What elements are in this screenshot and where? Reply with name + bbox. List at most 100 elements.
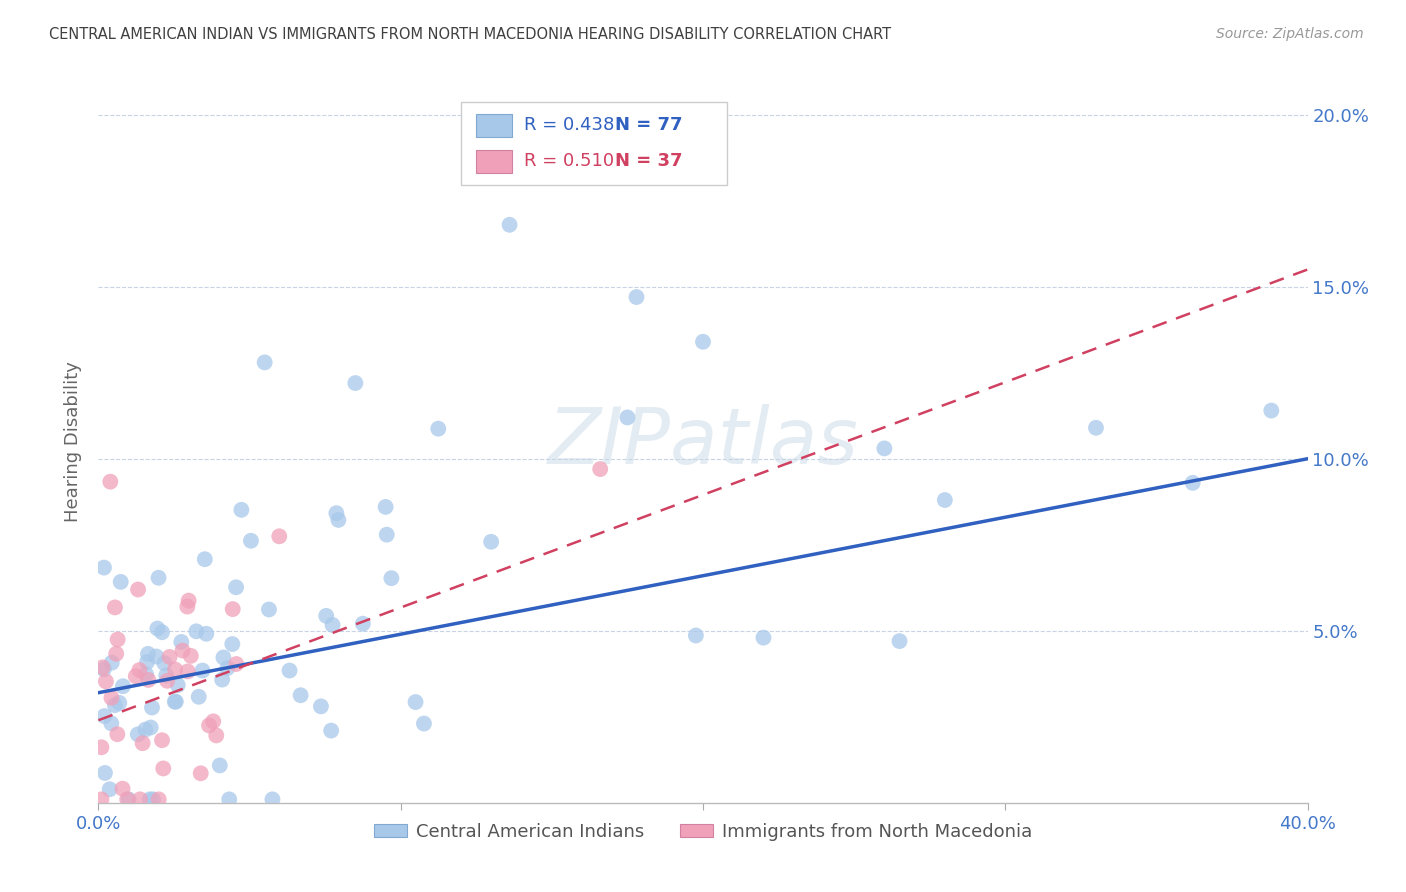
Point: [172, 643, 194, 657]
Legend: Central American Indians, Immigrants from North Macedonia: Central American Indians, Immigrants fro…: [367, 815, 1039, 848]
Point: [90, 740, 112, 755]
Point: [150, 625, 173, 640]
Point: [221, 637, 243, 651]
Text: N = 37: N = 37: [614, 153, 682, 170]
Point: [176, 599, 198, 614]
Point: [321, 723, 343, 738]
Point: [117, 792, 139, 806]
Point: [218, 792, 240, 806]
Point: [127, 582, 149, 597]
Point: [278, 664, 301, 678]
Text: CENTRAL AMERICAN INDIAN VS IMMIGRANTS FROM NORTH MACEDONIA HEARING DISABILITY CO: CENTRAL AMERICAN INDIAN VS IMMIGRANTS FR…: [49, 27, 891, 42]
Point: [194, 552, 217, 566]
Point: [328, 513, 350, 527]
Point: [141, 700, 163, 714]
Point: [626, 290, 648, 304]
Point: [195, 626, 218, 640]
Point: [479, 534, 502, 549]
Point: [159, 649, 181, 664]
Point: [131, 736, 153, 750]
Point: [145, 649, 167, 664]
Point: [105, 727, 128, 741]
FancyBboxPatch shape: [475, 150, 512, 173]
Point: [1181, 475, 1204, 490]
Point: [873, 442, 896, 456]
Point: [239, 533, 262, 548]
Point: [115, 792, 138, 806]
Point: [413, 716, 436, 731]
Text: R = 0.510: R = 0.510: [524, 153, 614, 170]
Point: [427, 422, 450, 436]
Point: [253, 355, 276, 369]
Point: [104, 698, 127, 712]
Point: [146, 622, 169, 636]
Point: [190, 766, 212, 780]
Point: [148, 792, 170, 806]
Point: [104, 600, 127, 615]
Point: [344, 376, 367, 390]
Point: [165, 663, 187, 677]
Point: [100, 656, 122, 670]
Point: [191, 664, 214, 678]
Point: [225, 580, 247, 594]
Point: [208, 758, 231, 772]
Point: [107, 632, 129, 647]
Point: [105, 647, 128, 661]
Point: [315, 608, 337, 623]
Point: [269, 529, 291, 543]
Point: [136, 673, 159, 687]
Point: [257, 602, 280, 616]
Point: [374, 500, 396, 514]
Point: [98, 475, 121, 489]
Point: [134, 723, 156, 737]
Point: [322, 618, 344, 632]
Point: [129, 792, 152, 806]
Point: [156, 673, 179, 688]
Point: [98, 782, 121, 797]
Point: [91, 660, 114, 674]
Point: [187, 690, 209, 704]
Point: [176, 665, 198, 679]
Point: [136, 647, 159, 661]
Text: Source: ZipAtlas.com: Source: ZipAtlas.com: [1216, 27, 1364, 41]
Point: [405, 695, 427, 709]
Point: [166, 678, 188, 692]
Point: [152, 761, 174, 775]
Point: [889, 634, 911, 648]
Point: [153, 657, 176, 671]
Point: [93, 560, 115, 574]
Point: [127, 727, 149, 741]
Point: [262, 792, 284, 806]
Point: [222, 602, 245, 616]
Point: [94, 674, 117, 689]
Point: [589, 462, 612, 476]
Point: [111, 679, 134, 693]
Point: [202, 714, 225, 729]
Point: [205, 728, 228, 742]
Point: [135, 667, 157, 681]
Point: [100, 690, 122, 705]
Point: [165, 695, 187, 709]
Point: [148, 571, 170, 585]
Point: [108, 696, 131, 710]
Point: [93, 662, 115, 676]
Point: [616, 410, 638, 425]
Point: [139, 721, 162, 735]
Point: [111, 781, 134, 796]
Point: [212, 650, 235, 665]
Y-axis label: Hearing Disability: Hearing Disability: [65, 361, 83, 522]
Point: [934, 493, 956, 508]
Point: [752, 631, 775, 645]
Point: [180, 648, 202, 663]
Point: [125, 669, 148, 683]
Point: [139, 792, 162, 806]
Point: [309, 699, 332, 714]
Point: [231, 503, 253, 517]
Point: [692, 334, 714, 349]
Point: [211, 673, 233, 687]
Point: [142, 792, 165, 806]
Point: [1260, 403, 1282, 417]
Point: [163, 695, 186, 709]
FancyBboxPatch shape: [461, 102, 727, 185]
Point: [136, 655, 159, 669]
